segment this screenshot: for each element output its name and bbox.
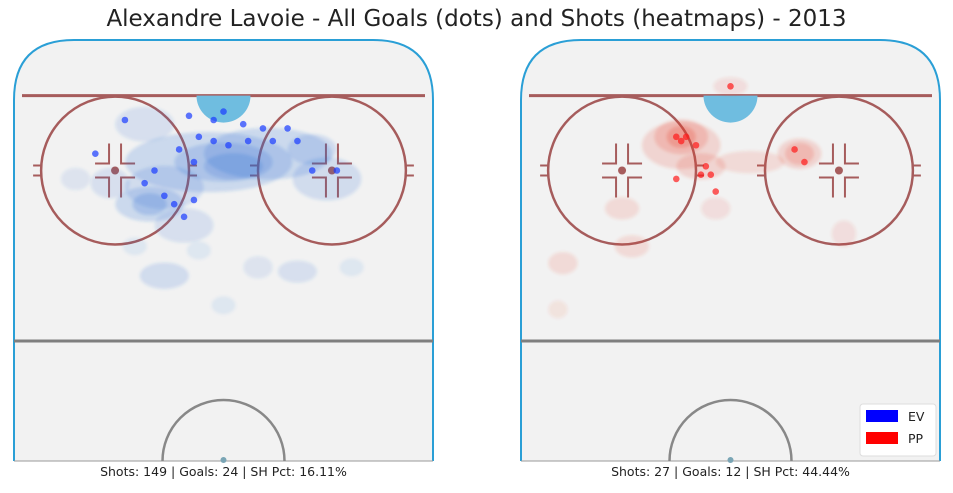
goal-dot <box>239 120 247 128</box>
shot-density-blob <box>716 151 785 173</box>
goal-dot <box>259 125 267 132</box>
shot-density-blob <box>132 193 167 215</box>
rink-boards <box>13 39 434 461</box>
goal-dot <box>151 167 158 174</box>
goal-dot <box>269 137 277 145</box>
goal-dot <box>161 192 168 200</box>
hash-mark <box>843 143 859 165</box>
goal-dot <box>210 137 217 145</box>
goal-dot <box>141 179 148 187</box>
shot-density-blob <box>140 262 189 289</box>
hash-mark <box>818 143 834 165</box>
shot-heatmap <box>61 107 364 314</box>
goal-dot <box>791 146 798 153</box>
legend-label: EV <box>908 409 925 424</box>
goal-dot <box>170 200 178 208</box>
shot-heatmap <box>548 77 856 319</box>
faceoff-dot <box>834 166 843 175</box>
center-dot <box>727 457 734 463</box>
hash-mark <box>843 176 859 198</box>
goal-dot <box>294 137 301 145</box>
goal-dot <box>672 175 680 183</box>
shot-density-blob <box>548 300 568 319</box>
legend-swatch <box>866 432 898 444</box>
center-circle <box>668 398 793 462</box>
goal-dot <box>707 171 715 179</box>
shot-density-blob <box>701 197 730 220</box>
shot-density-blob <box>339 258 364 276</box>
shot-density-blob <box>155 208 214 243</box>
goal-dot <box>727 83 734 90</box>
legend-label: PP <box>908 431 924 446</box>
goal-dot <box>190 158 198 166</box>
shot-density-blob <box>115 107 174 142</box>
ev-rink-panel <box>13 39 434 463</box>
goal-dot <box>677 137 685 145</box>
shot-density-blob <box>548 252 578 274</box>
goal-dot <box>682 133 690 141</box>
goal-dot <box>175 146 183 153</box>
shot-density-blob <box>243 256 273 279</box>
ice-surface <box>521 40 940 461</box>
hash-mark <box>602 176 618 198</box>
chart-title: Alexandre Lavoie - All Goals (dots) and … <box>106 6 847 32</box>
faceoff-dot <box>618 166 627 175</box>
shot-density-blob <box>90 168 130 199</box>
goal-dot <box>190 196 198 204</box>
goal-dot <box>220 108 227 115</box>
goal-dot <box>180 213 188 221</box>
goal-dot <box>801 158 808 166</box>
goal-dot <box>185 112 193 120</box>
goal-dot <box>121 116 129 124</box>
shot-density-blob <box>278 260 317 283</box>
ev-stats-caption: Shots: 149 | Goals: 24 | SH Pct: 16.11% <box>100 464 347 479</box>
center-circle <box>161 398 286 462</box>
goal-dot <box>692 141 700 149</box>
goal-dot <box>697 171 705 179</box>
shot-density-blob <box>61 168 90 190</box>
hash-mark <box>627 143 643 165</box>
hash-mark <box>627 176 643 198</box>
shot-density-blob <box>615 235 649 258</box>
shot-density-blob <box>293 157 361 201</box>
hash-mark <box>818 176 834 198</box>
shot-density-blob <box>122 237 147 255</box>
pp-stats-caption: Shots: 27 | Goals: 12 | SH Pct: 44.44% <box>611 464 850 479</box>
center-dot <box>220 457 227 463</box>
goal-dot <box>672 133 680 141</box>
shot-density-blob <box>785 142 814 165</box>
shot-density-blob <box>204 153 263 180</box>
goal-dot <box>333 167 341 174</box>
goal-dot <box>92 150 99 157</box>
shot-density-blob <box>605 197 639 220</box>
goal-dot <box>210 116 217 124</box>
hash-mark <box>602 143 618 165</box>
goal-dot <box>195 133 203 141</box>
goal-dot <box>712 188 720 195</box>
goal-dot <box>284 125 291 132</box>
goal-dot <box>244 137 252 145</box>
shot-density-blob <box>187 241 211 260</box>
goal-dot <box>225 141 232 149</box>
legend-swatch <box>866 410 898 422</box>
goal-dot <box>702 163 710 170</box>
legend: EV PP <box>859 403 937 457</box>
hash-mark <box>95 143 111 165</box>
goal-crease <box>703 95 758 123</box>
shot-density-blob <box>211 296 236 314</box>
shot-density-blob <box>666 126 696 148</box>
rink-boards <box>520 39 941 461</box>
shot-density-blob <box>832 220 856 247</box>
pp-rink-panel <box>520 39 941 463</box>
goal-dot <box>308 167 316 174</box>
